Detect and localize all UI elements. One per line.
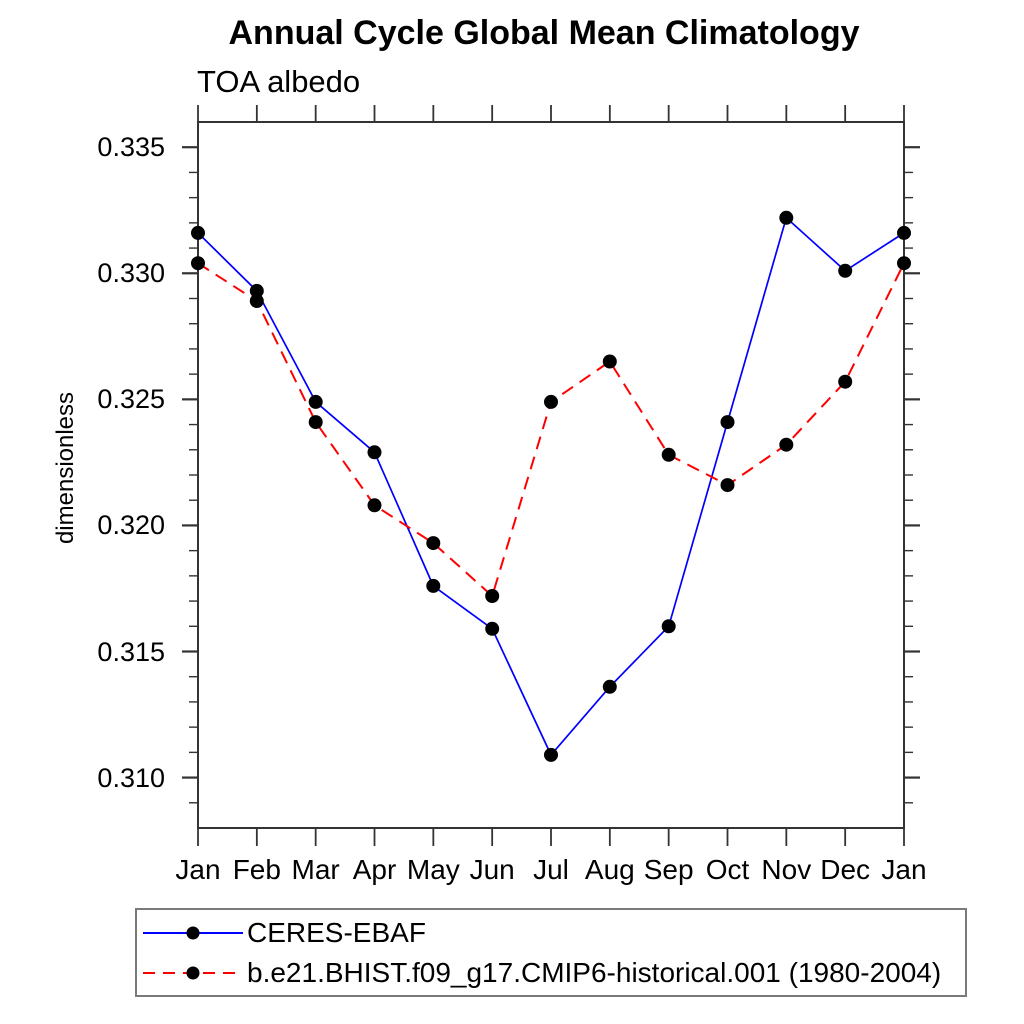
legend-line-sample-solid [143,926,243,939]
x-ticks-bottom [197,828,905,846]
x-tick-label: Jan [881,854,927,885]
series-ceres-ebaf [191,210,911,762]
x-tick-label: Oct [705,854,750,885]
y-tick-label: 0.320 [97,510,165,541]
y-tick-label: 0.315 [97,636,165,667]
data-point-marker [308,415,323,430]
data-point-marker [249,283,264,298]
data-point-marker [191,225,205,240]
series-model-markers [191,256,911,603]
x-tick-label: Mar [291,854,340,885]
legend: CERES-EBAF b.e21.BHIST.f09_g17.CMIP6-his… [135,908,967,997]
data-point-marker [779,210,794,225]
data-point-marker [602,354,617,369]
legend-marker-dot-icon [186,966,200,979]
legend-marker-dot-icon [186,926,200,939]
legend-entry-model: b.e21.BHIST.f09_g17.CMIP6-historical.001… [141,953,965,993]
data-point-marker [897,225,911,240]
data-point-marker [249,294,264,308]
data-point-marker [191,256,205,271]
series-model-line [197,262,905,598]
data-point-marker [897,256,911,271]
data-point-marker [661,619,676,634]
data-point-marker [485,589,500,603]
legend-label-model: b.e21.BHIST.f09_g17.CMIP6-historical.001… [247,956,942,988]
x-tick-label: Apr [352,854,397,885]
data-point-marker [308,394,323,409]
legend-line-sample-dashed [143,966,243,979]
legend-entry-ceres-ebaf: CERES-EBAF [141,913,965,953]
data-point-marker [367,498,382,513]
x-tick-label: May [406,854,460,885]
x-tick-label: Nov [761,854,812,885]
series-ceres-ebaf-markers [191,210,911,762]
chart-subtitle: TOA albedo [197,64,361,99]
y-tick-label: 0.330 [97,258,165,289]
x-tick-label: Jul [533,854,569,885]
data-point-marker [544,394,558,409]
data-point-marker [426,578,441,593]
x-tick-label: Feb [232,854,281,885]
data-point-marker [602,679,617,694]
data-point-marker [838,374,853,389]
data-point-marker [485,621,500,636]
data-point-marker [661,447,676,462]
x-tick-label: Sep [643,854,694,885]
data-point-marker [838,263,853,278]
y-tick-label: 0.325 [97,384,165,415]
y-ticks-left [182,146,198,804]
x-ticks-top [197,105,905,122]
series-ceres-ebaf-line [197,216,905,757]
x-tick-label: Dec [820,854,871,885]
data-point-marker [544,747,558,762]
x-tick-label: Jan [175,854,221,885]
chart-title: Annual Cycle Global Mean Climatology [228,14,860,52]
data-point-marker [720,478,735,493]
series-model [191,256,911,603]
y-tick-label: 0.310 [97,762,165,793]
data-point-marker [426,536,441,551]
x-tick-label: Aug [584,854,635,885]
y-tick-label: 0.335 [97,132,165,163]
x-tick-label: Jun [469,854,515,885]
data-point-marker [367,445,382,460]
legend-label-ceres-ebaf: CERES-EBAF [247,916,426,948]
data-point-marker [779,437,794,452]
data-point-marker [720,415,735,430]
y-ticks-right [904,146,920,804]
